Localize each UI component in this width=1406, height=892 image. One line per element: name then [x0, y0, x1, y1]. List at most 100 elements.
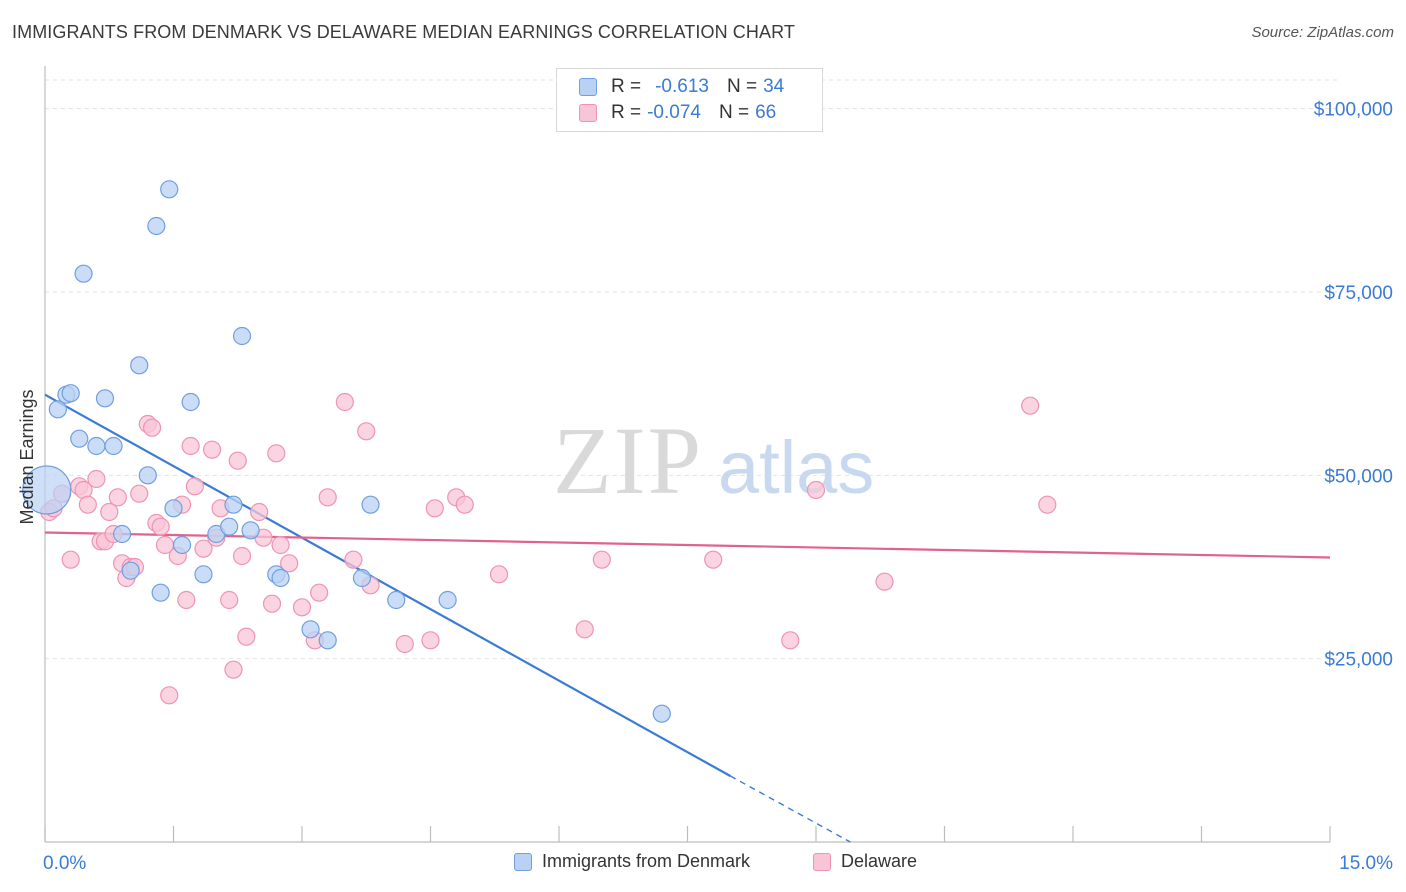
point-delaware — [262, 594, 282, 613]
point-delaware — [61, 550, 80, 569]
point-delaware — [455, 495, 474, 514]
point-delaware — [335, 392, 354, 412]
trendline-denmark-extension — [729, 775, 851, 843]
point-delaware — [310, 583, 329, 602]
legend-n-label: N = — [718, 102, 750, 123]
point-delaware — [704, 550, 723, 569]
points-layer — [22, 180, 1057, 723]
point-delaware — [425, 499, 444, 518]
point-denmark — [220, 517, 239, 536]
point-delaware — [1021, 396, 1040, 415]
point-delaware — [875, 572, 894, 591]
point-denmark — [147, 216, 166, 236]
y-tick-label: $75,000 — [1324, 283, 1393, 304]
watermark: ZIP atlas — [553, 407, 874, 514]
point-delaware — [224, 660, 243, 679]
point-denmark — [164, 499, 183, 518]
point-denmark — [301, 620, 320, 639]
point-delaware — [592, 550, 611, 569]
y-tick-label: $25,000 — [1324, 650, 1393, 671]
point-delaware — [806, 480, 826, 500]
series-legend-label: Delaware — [841, 851, 918, 871]
point-delaware — [344, 550, 363, 569]
point-delaware — [489, 565, 509, 584]
point-denmark — [352, 568, 372, 588]
point-delaware — [181, 436, 200, 456]
series-legend-delaware: Delaware — [813, 851, 917, 872]
point-delaware — [292, 598, 312, 617]
point-delaware — [130, 484, 149, 503]
trendline-denmark — [44, 393, 731, 777]
series-legend: Immigrants from Denmark Delaware — [0, 851, 1406, 877]
point-delaware — [271, 535, 290, 555]
point-denmark — [48, 400, 67, 419]
point-delaware — [357, 422, 376, 441]
point-delaware — [151, 517, 170, 536]
point-delaware — [220, 590, 239, 610]
point-delaware — [202, 440, 222, 459]
point-denmark — [181, 392, 200, 412]
point-delaware — [142, 418, 162, 437]
legend-r-value: -0.613 — [655, 76, 709, 97]
point-denmark — [271, 568, 290, 588]
legend-swatch-blue-icon — [579, 78, 597, 96]
legend-row-delaware: R = -0.074 N = 66 — [579, 100, 776, 126]
labels-layer: $25,000 $50,000 $75,000 $100,000 0.0% 15.0% Me… — [17, 100, 1393, 874]
grid-layer — [45, 79, 1338, 660]
legend-n-value: 66 — [755, 102, 777, 123]
point-denmark — [387, 590, 406, 610]
point-delaware — [1038, 495, 1057, 514]
legend-n-label: N = — [726, 76, 758, 97]
point-delaware — [160, 686, 179, 705]
point-delaware — [232, 546, 252, 566]
point-delaware — [237, 627, 256, 646]
point-delaware — [228, 451, 247, 470]
y-axis-label: Median Earnings — [17, 389, 37, 524]
point-delaware — [100, 502, 119, 522]
point-denmark — [95, 389, 115, 408]
chart-title: IMMIGRANTS FROM DENMARK VS DELAWARE MEDI… — [12, 22, 795, 42]
point-denmark — [121, 561, 140, 580]
point-denmark — [361, 495, 380, 514]
point-delaware — [87, 469, 106, 489]
point-delaware — [177, 590, 196, 610]
point-delaware — [194, 539, 213, 558]
series-swatch-pink-icon — [813, 852, 831, 871]
point-denmark — [87, 436, 106, 456]
point-denmark — [318, 631, 337, 650]
point-denmark — [130, 356, 149, 375]
x-tick-label: 0.0% — [43, 853, 86, 874]
point-denmark — [652, 704, 671, 723]
legend-row-denmark: R = -0.613 N = 34 — [579, 74, 784, 100]
point-delaware — [395, 634, 414, 654]
point-denmark — [70, 429, 89, 448]
axes-layer — [44, 66, 1331, 843]
y-tick-label: $50,000 — [1324, 466, 1393, 487]
point-denmark — [61, 384, 80, 403]
legend-n-value: 34 — [763, 76, 785, 97]
legend-r-label: R = — [611, 102, 642, 123]
legend-swatch-pink-icon — [579, 104, 597, 122]
point-delaware — [781, 631, 800, 650]
point-delaware — [421, 631, 440, 650]
series-legend-label: Immigrants from Denmark — [542, 851, 751, 871]
source-label: Source: ZipAtlas.com — [1251, 24, 1394, 41]
point-delaware — [575, 620, 594, 639]
point-denmark — [172, 535, 192, 555]
point-denmark — [74, 264, 93, 283]
watermark-zip: ZIP — [553, 407, 703, 514]
point-denmark — [241, 521, 260, 540]
point-delaware — [185, 477, 205, 496]
point-denmark — [104, 436, 123, 456]
point-denmark — [438, 590, 457, 610]
correlation-legend: R = -0.613 N = 34 R = -0.074 N = 66 — [556, 68, 823, 132]
y-tick-label: $100,000 — [1314, 100, 1393, 121]
legend-r-label: R = — [611, 76, 642, 97]
point-delaware — [250, 502, 269, 522]
point-delaware — [108, 488, 127, 507]
point-delaware — [318, 488, 337, 507]
point-delaware — [280, 554, 299, 573]
point-denmark — [194, 565, 213, 584]
point-denmark — [232, 326, 252, 346]
